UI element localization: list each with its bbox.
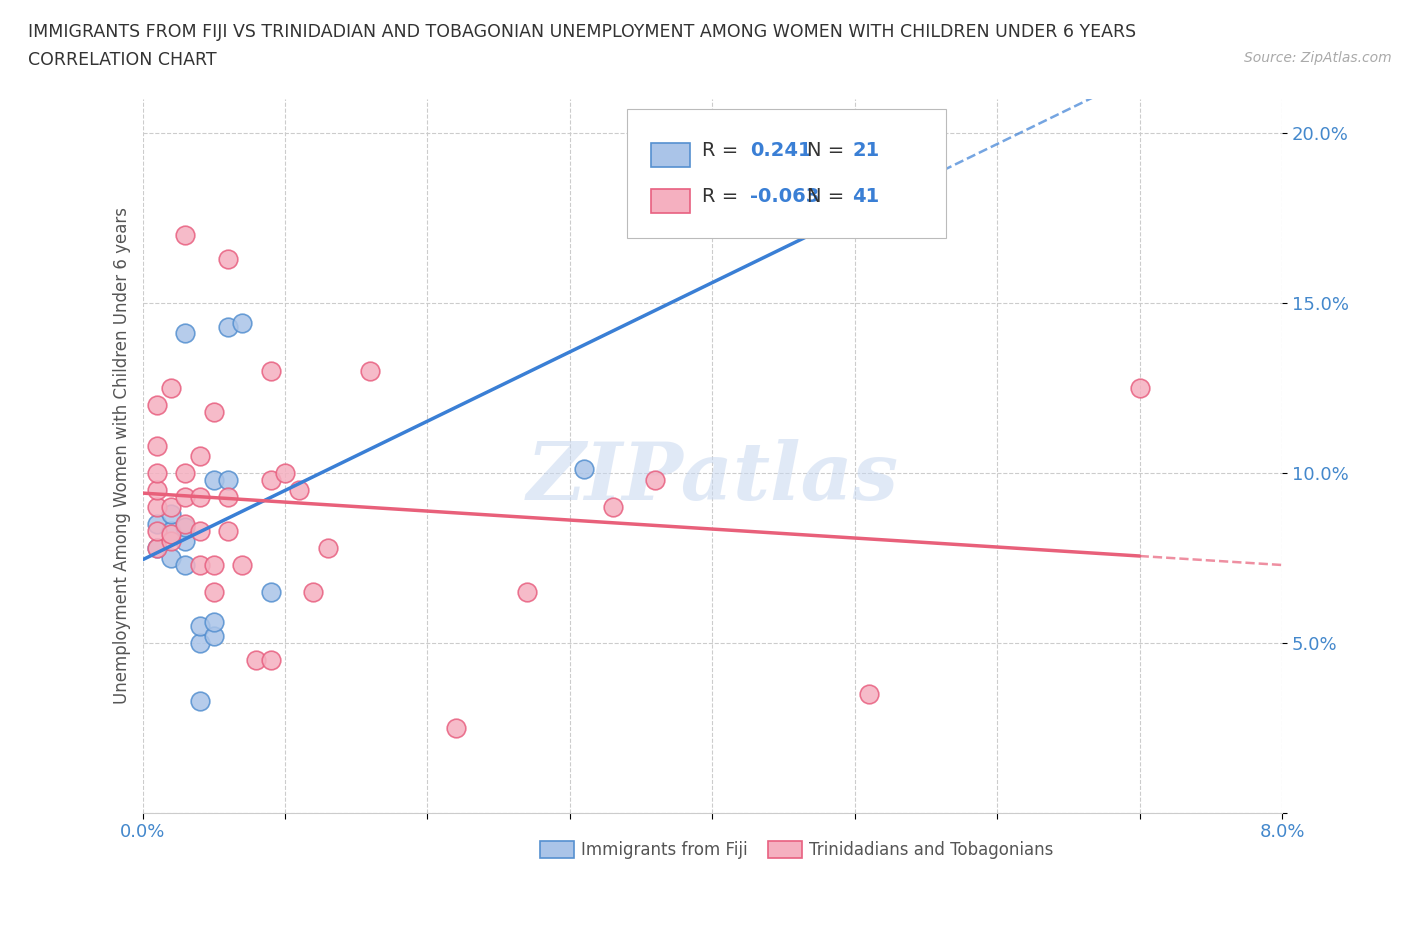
Text: Immigrants from Fiji: Immigrants from Fiji xyxy=(581,841,748,859)
Text: N =: N = xyxy=(807,187,844,206)
Text: CORRELATION CHART: CORRELATION CHART xyxy=(28,51,217,69)
Point xyxy=(146,438,169,453)
Text: R =: R = xyxy=(702,141,738,160)
Point xyxy=(146,524,169,538)
Point xyxy=(359,364,381,379)
Point xyxy=(188,557,211,572)
FancyBboxPatch shape xyxy=(651,189,689,213)
Point xyxy=(288,483,311,498)
Point xyxy=(160,534,183,549)
Point xyxy=(146,516,169,531)
Point xyxy=(188,635,211,650)
Point xyxy=(444,721,467,736)
Point xyxy=(174,465,197,480)
Point xyxy=(188,448,211,463)
Point xyxy=(572,462,595,477)
Point xyxy=(188,524,211,538)
Point xyxy=(146,540,169,555)
Point xyxy=(316,540,339,555)
FancyBboxPatch shape xyxy=(627,110,946,238)
Point xyxy=(146,499,169,514)
Text: 0.241: 0.241 xyxy=(749,141,811,160)
Point xyxy=(174,557,197,572)
Point xyxy=(160,551,183,565)
Point xyxy=(146,483,169,498)
Point xyxy=(202,584,225,599)
Point xyxy=(231,557,253,572)
Point xyxy=(644,472,666,487)
Point xyxy=(1129,380,1152,395)
Point xyxy=(217,251,239,266)
Point xyxy=(146,540,169,555)
Point xyxy=(202,557,225,572)
Point xyxy=(202,629,225,644)
Point xyxy=(516,584,538,599)
Point xyxy=(202,405,225,419)
Point xyxy=(160,380,183,395)
Point xyxy=(302,584,325,599)
Text: -0.063: -0.063 xyxy=(749,187,820,206)
Text: N =: N = xyxy=(807,141,844,160)
Point xyxy=(260,653,283,668)
Point xyxy=(260,584,283,599)
Point xyxy=(174,516,197,531)
Point xyxy=(174,534,197,549)
FancyBboxPatch shape xyxy=(540,841,575,858)
Point xyxy=(602,499,624,514)
Point xyxy=(174,489,197,504)
Text: IMMIGRANTS FROM FIJI VS TRINIDADIAN AND TOBAGONIAN UNEMPLOYMENT AMONG WOMEN WITH: IMMIGRANTS FROM FIJI VS TRINIDADIAN AND … xyxy=(28,23,1136,41)
Point xyxy=(174,227,197,242)
Point xyxy=(160,526,183,541)
Point xyxy=(202,615,225,630)
Point xyxy=(260,364,283,379)
Text: 41: 41 xyxy=(852,187,880,206)
Point xyxy=(202,472,225,487)
Text: ZIPatlas: ZIPatlas xyxy=(526,439,898,516)
Point xyxy=(260,472,283,487)
Point xyxy=(217,472,239,487)
Point xyxy=(217,524,239,538)
Point xyxy=(160,506,183,521)
Point xyxy=(274,465,297,480)
Point xyxy=(160,524,183,538)
Y-axis label: Unemployment Among Women with Children Under 6 years: Unemployment Among Women with Children U… xyxy=(114,207,131,704)
Point xyxy=(245,653,267,668)
Point xyxy=(188,489,211,504)
Point xyxy=(146,397,169,412)
Text: Source: ZipAtlas.com: Source: ZipAtlas.com xyxy=(1244,51,1392,65)
Text: 21: 21 xyxy=(852,141,880,160)
Point xyxy=(217,489,239,504)
Point xyxy=(160,499,183,514)
Text: Trinidadians and Tobagonians: Trinidadians and Tobagonians xyxy=(810,841,1053,859)
Text: R =: R = xyxy=(702,187,738,206)
Point xyxy=(174,326,197,340)
Point xyxy=(217,319,239,334)
FancyBboxPatch shape xyxy=(768,841,803,858)
FancyBboxPatch shape xyxy=(651,143,689,167)
Point xyxy=(146,465,169,480)
Point xyxy=(801,149,824,164)
Point xyxy=(231,316,253,331)
Point xyxy=(188,693,211,708)
Point xyxy=(188,618,211,633)
Point xyxy=(174,520,197,535)
Point xyxy=(858,686,880,701)
